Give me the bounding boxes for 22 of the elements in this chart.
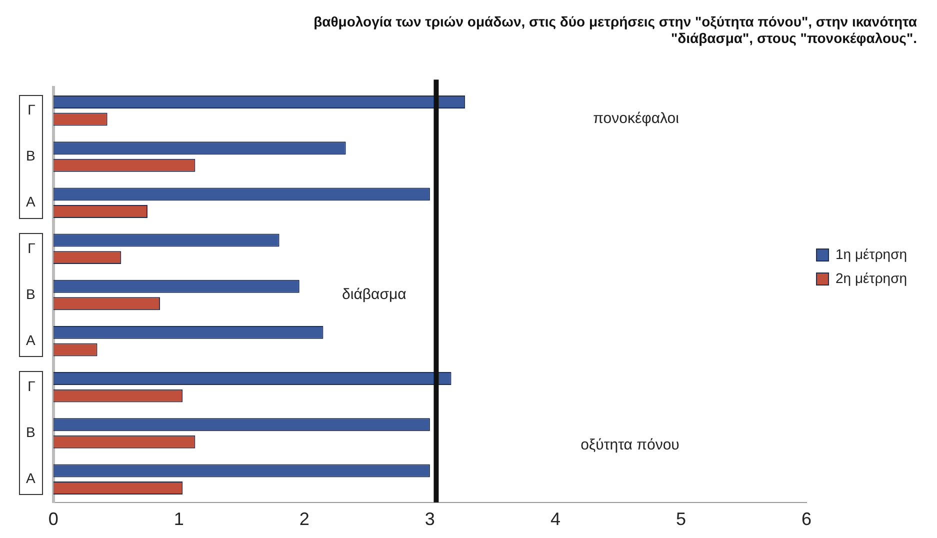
x-tick-label: 2 <box>299 509 310 530</box>
y-tick-label: Γ <box>28 240 36 256</box>
y-tick-label: Β <box>26 148 36 164</box>
y-tick-label: Α <box>26 332 36 348</box>
annotation: διάβασμα <box>342 286 407 304</box>
annotation: οξύτητα πόνου <box>580 436 680 454</box>
x-tick-label: 1 <box>174 509 184 530</box>
y-tick-label: Α <box>26 194 36 210</box>
x-tick-label: 5 <box>676 509 686 530</box>
x-tick-label: 3 <box>424 509 435 530</box>
y-tick-label: Γ <box>28 378 36 394</box>
legend-label: 2η μέτρηση <box>836 270 908 286</box>
x-tick-label: 6 <box>802 509 812 530</box>
y-tick-label: Β <box>26 424 36 440</box>
y-tick-label: Β <box>26 286 36 302</box>
x-tick-label: 4 <box>550 509 560 530</box>
legend-label: 1η μέτρηση <box>836 246 908 262</box>
x-tick-label: 0 <box>48 509 58 530</box>
annotation: πονοκέφαλοι <box>593 110 679 127</box>
y-tick-label: Γ <box>28 102 36 118</box>
y-tick-label: Α <box>26 470 36 486</box>
chart-title: βαθμολογία των τριών ομάδων, στις δύο μετρήσεις στην "οξύτητα πόνου", στην ικανότητα "διάβασμα", στους "πονοκέφαλους". <box>314 13 918 46</box>
